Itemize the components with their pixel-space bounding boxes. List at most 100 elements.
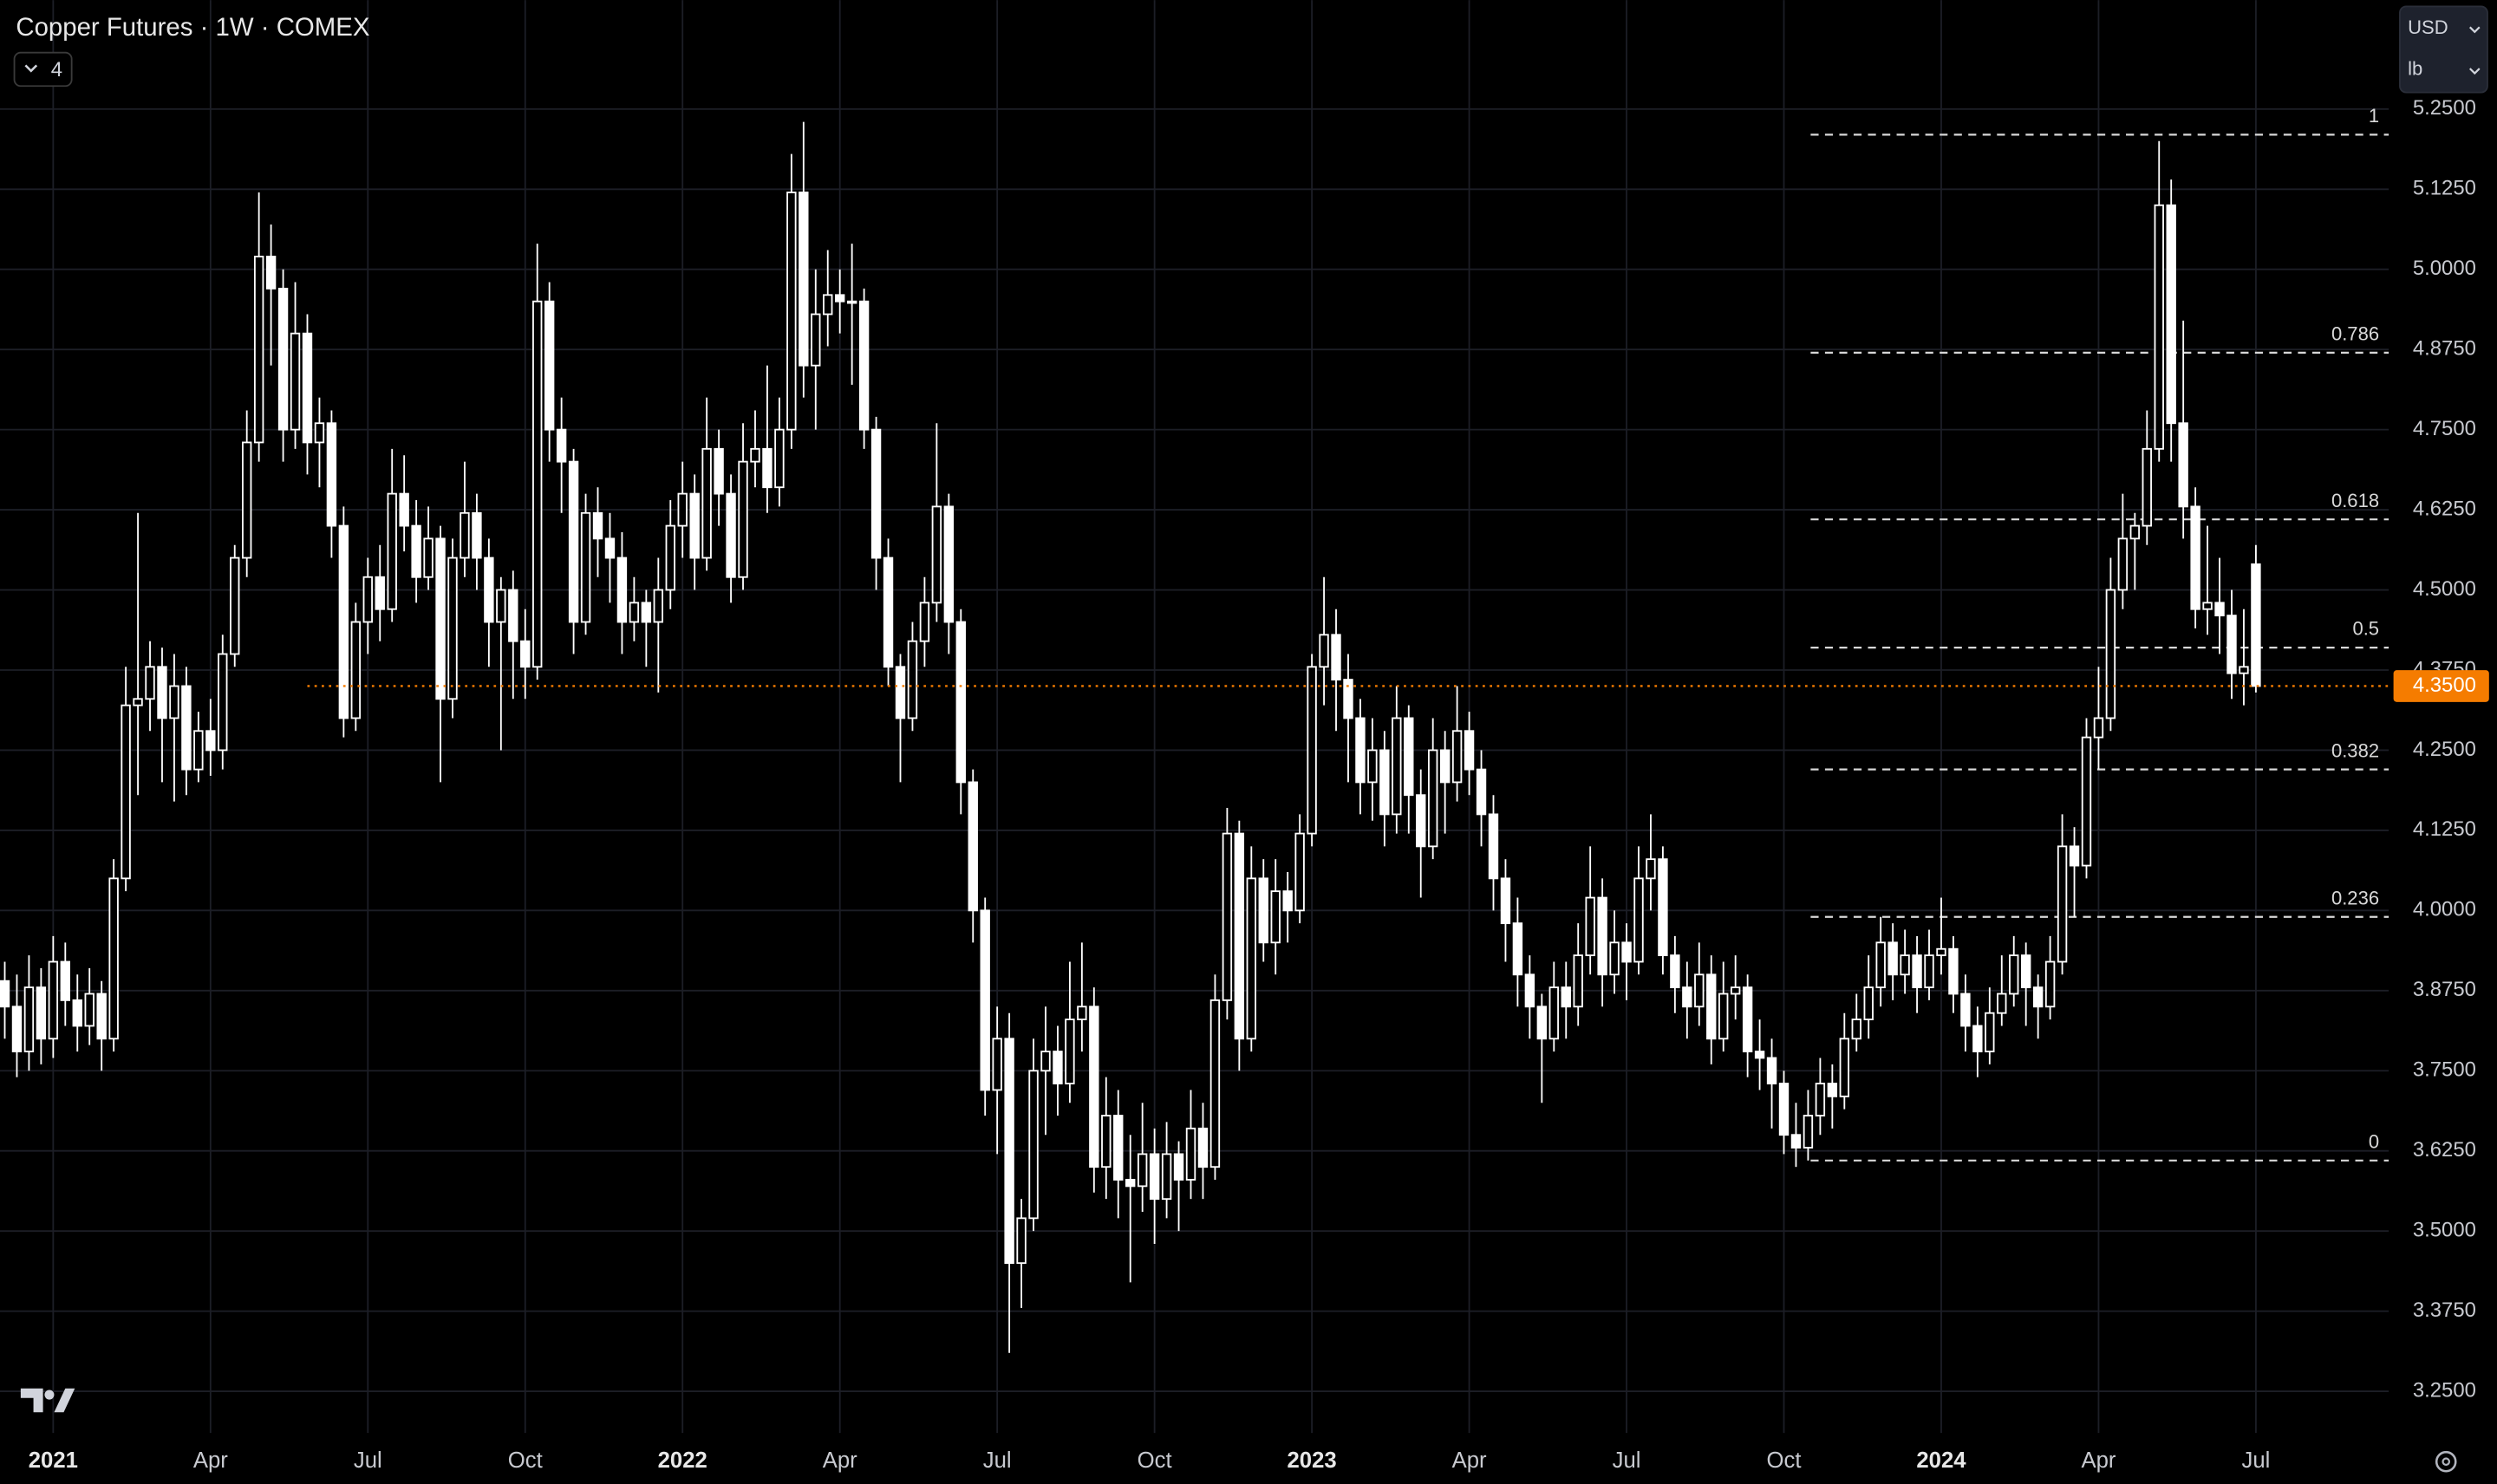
candle-body xyxy=(677,492,688,527)
candle-body xyxy=(1815,1083,1826,1116)
fib-label: 0.786 xyxy=(2331,322,2379,344)
candle-body xyxy=(1524,973,1535,1008)
logo-part xyxy=(54,1388,75,1413)
candle-body xyxy=(1561,986,1571,1008)
unit-selector[interactable] xyxy=(2399,5,2488,94)
fib-label: 0.618 xyxy=(2331,490,2379,511)
candle-body xyxy=(1694,973,1705,1008)
candle-body xyxy=(1451,730,1463,784)
candle-body xyxy=(375,576,385,610)
candle-body xyxy=(253,256,264,444)
candle-body xyxy=(0,980,10,1008)
y-tick-label: 4.1250 xyxy=(2413,817,2476,841)
x-tick-label: Oct xyxy=(1138,1448,1172,1473)
candle-body xyxy=(1706,973,1717,1040)
y-tick-label: 3.6250 xyxy=(2413,1138,2476,1162)
candle-body xyxy=(48,960,59,1040)
candle-body xyxy=(1319,634,1329,668)
candle-body xyxy=(1367,749,1378,784)
candle-body xyxy=(1258,877,1268,944)
candle-body xyxy=(1936,947,1946,957)
candle-body xyxy=(1294,832,1305,912)
candle-body xyxy=(193,730,204,771)
candle-body xyxy=(1500,877,1511,925)
candle-body xyxy=(1004,1038,1014,1265)
candle-body xyxy=(362,576,373,623)
unit[interactable]: lb xyxy=(2408,58,2422,80)
candle-body xyxy=(2081,736,2092,867)
candle-body xyxy=(121,704,131,880)
candle-body xyxy=(1222,832,1233,1001)
candle-body xyxy=(1790,1134,1802,1149)
candle-body xyxy=(241,441,252,559)
candle-body xyxy=(1270,890,1281,944)
chevron-icon xyxy=(24,64,38,73)
candle-body xyxy=(181,685,192,771)
y-tick-label: 4.0000 xyxy=(2413,898,2476,921)
x-tick-label: 2024 xyxy=(1916,1448,1966,1473)
candle-body xyxy=(1597,896,1607,976)
candle-body xyxy=(1197,1127,1209,1168)
y-tick-label: 5.1250 xyxy=(2413,177,2476,200)
logo-part xyxy=(44,1390,55,1400)
candle-body xyxy=(556,428,567,463)
candle-body xyxy=(2020,954,2031,989)
x-tick-label: Apr xyxy=(823,1448,857,1473)
candle-body xyxy=(472,511,482,559)
candle-body xyxy=(145,666,155,700)
candle-body xyxy=(1053,1051,1063,1084)
candle-body xyxy=(1742,986,1753,1052)
gear-center[interactable] xyxy=(2442,1457,2450,1466)
candle-body xyxy=(277,287,289,431)
candle-body xyxy=(726,492,736,578)
candle-body xyxy=(895,666,906,719)
candle-body xyxy=(1428,749,1438,848)
candle-body xyxy=(1161,1153,1172,1201)
settings-icon[interactable] xyxy=(2435,1450,2457,1473)
candle-body xyxy=(108,877,119,1040)
candle-body xyxy=(1343,679,1353,719)
candle-body xyxy=(423,537,434,578)
candle-body xyxy=(919,602,930,642)
candle-body xyxy=(302,332,313,444)
fib-label: 0.5 xyxy=(2352,618,2379,640)
candle-body xyxy=(60,960,71,1001)
candle-body xyxy=(2178,422,2188,508)
candle-body xyxy=(1875,941,1886,989)
grid xyxy=(0,0,2389,1434)
candle-body xyxy=(2154,204,2164,450)
y-tick-label: 4.8750 xyxy=(2413,336,2476,360)
candle-body xyxy=(1851,1019,1861,1040)
candle-body xyxy=(314,422,325,444)
candle-body xyxy=(1997,993,2007,1014)
candle-body xyxy=(799,192,809,367)
candle-body xyxy=(1040,1051,1051,1072)
overlay: 2021 Apr Jul Oct 2022 Apr Jul Oct 2023 Apr Jul Oct 2… xyxy=(29,96,2489,1473)
candle-body xyxy=(1585,896,1595,957)
candle-body xyxy=(157,666,167,719)
gear[interactable] xyxy=(2435,1450,2457,1473)
candle-body xyxy=(1065,1019,1075,1084)
candle-body xyxy=(653,589,663,623)
y-tick-label: 3.7500 xyxy=(2413,1058,2476,1082)
x-tick-label: 2023 xyxy=(1288,1448,1337,1473)
candle-body xyxy=(2166,204,2176,425)
candle-body xyxy=(532,300,543,668)
candle-body xyxy=(1658,858,1668,957)
candle-body xyxy=(858,300,870,431)
candle-body xyxy=(1827,1083,1838,1097)
candle-body xyxy=(2226,615,2237,674)
candle-body xyxy=(496,589,506,623)
indicator-toggle[interactable] xyxy=(13,51,73,88)
candle-body xyxy=(1839,1038,1849,1097)
candle-body xyxy=(72,999,82,1027)
candle-body xyxy=(2202,602,2213,610)
candle-body xyxy=(133,698,143,706)
candle-body xyxy=(701,447,712,559)
candle-body xyxy=(1960,993,1971,1027)
fib-label: 0.382 xyxy=(2331,739,2379,761)
y-tick-label: 5.0000 xyxy=(2413,257,2476,280)
candle-body xyxy=(1404,717,1414,797)
currency[interactable]: USD xyxy=(2408,16,2448,38)
y-tick-label: 3.3750 xyxy=(2413,1298,2476,1322)
